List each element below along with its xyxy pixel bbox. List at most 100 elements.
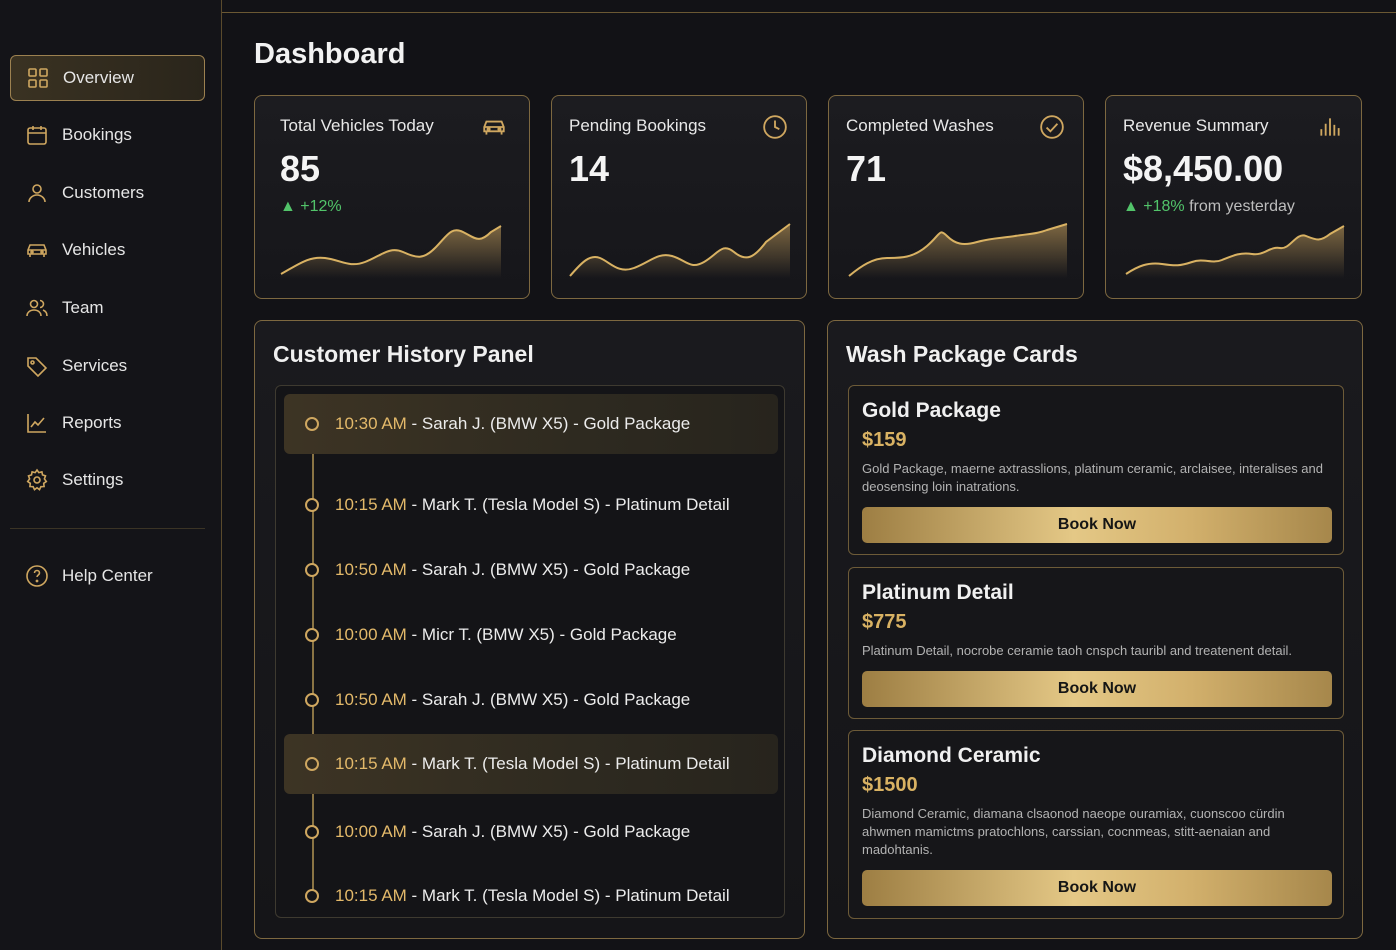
chart-line-icon [24,410,50,436]
stat-value: 71 [846,148,887,189]
stat-card-total-vehicles[interactable]: Total Vehicles Today 85 ▲ +12% [254,95,530,299]
sidebar: Overview Bookings Customers Vehicles Tea… [0,0,222,950]
package-description: Platinum Detail, nocrobe ceramie taoh cn… [862,643,1292,658]
package-price: $1500 [862,774,918,796]
panel-title: Wash Package Cards [846,341,1078,367]
sparkline-chart [1125,225,1345,278]
tag-icon [24,353,50,379]
history-text: - Sarah J. (BMW X5) - Gold Package [406,822,691,841]
stat-card-pending-bookings[interactable]: Pending Bookings 14 [551,95,807,299]
history-time: 10:15 AM [335,754,407,773]
car-icon [24,237,50,263]
sidebar-item-team[interactable]: Team [10,285,205,331]
bar-chart-icon [1317,114,1343,140]
package-name: Platinum Detail [862,581,1014,604]
history-text: - Micr T. (BMW X5) - Gold Package [406,625,677,644]
stat-change: ▲ +12% [280,198,342,215]
grid-icon [25,65,51,91]
history-time: 10:50 AM [335,560,407,579]
history-item[interactable]: 10:15 AM - Mark T. (Tesla Model S) - Pla… [284,866,778,926]
sparkline-chart [569,223,791,278]
stat-change-value: +12% [300,198,342,215]
stat-label: Revenue Summary [1123,116,1269,135]
package-price: $159 [862,429,907,451]
package-description: Diamond Ceramic, diamana clsaonod naeope… [862,806,1285,857]
sidebar-item-services[interactable]: Services [10,343,205,389]
timeline-line [312,424,314,894]
stat-value: $8,450.00 [1123,148,1284,189]
wash-package-panel: Wash Package Cards Gold Package $159 Gol… [827,320,1363,939]
history-item[interactable]: 10:50 AM - Sarah J. (BMW X5) - Gold Pack… [284,540,778,600]
history-text: - Sarah J. (BMW X5) - Gold Package [406,414,691,433]
sidebar-item-customers[interactable]: Customers [10,170,205,216]
book-now-button[interactable]: Book Now [862,870,1332,906]
sidebar-item-help-center[interactable]: Help Center [10,553,205,599]
sidebar-item-label: Reports [62,413,122,432]
timeline-dot [305,693,319,707]
stat-change: ▲ +18% from yesterday [1123,198,1295,215]
timeline-dot [305,825,319,839]
sidebar-item-reports[interactable]: Reports [10,400,205,446]
package-description: Gold Package, maerne axtrasslions, plati… [862,461,1323,494]
history-time: 10:30 AM [335,414,407,433]
stat-card-revenue-summary[interactable]: Revenue Summary $8,450.00 ▲ +18% from ye… [1105,95,1362,299]
package-card-diamond: Diamond Ceramic $1500 Diamond Ceramic, d… [848,730,1344,919]
package-price: $775 [862,611,907,633]
history-item[interactable]: 10:15 AM - Mark T. (Tesla Model S) - Pla… [284,475,778,535]
stat-label: Pending Bookings [569,116,707,135]
book-now-button[interactable]: Book Now [862,507,1332,543]
sidebar-item-label: Team [62,298,104,317]
timeline-dot [305,417,319,431]
history-text: - Mark T. (Tesla Model S) - Platinum Det… [406,495,730,514]
sidebar-item-vehicles[interactable]: Vehicles [10,227,205,273]
timeline-dot [305,757,319,771]
sidebar-item-label: Customers [62,183,145,202]
timeline-dot [305,628,319,642]
sidebar-item-bookings[interactable]: Bookings [10,112,205,158]
history-item[interactable]: 10:00 AM - Micr T. (BMW X5) - Gold Packa… [284,605,778,665]
gear-icon [24,467,50,493]
sidebar-item-label: Help Center [62,566,153,585]
timeline-dot [305,889,319,903]
sidebar-item-overview[interactable]: Overview [10,55,205,101]
package-card-platinum: Platinum Detail $775 Platinum Detail, no… [848,567,1344,719]
sidebar-item-label: Services [62,356,128,375]
history-text: - Mark T. (Tesla Model S) - Platinum Det… [406,754,730,773]
clock-icon [762,114,788,140]
sidebar-item-settings[interactable]: Settings [10,457,205,503]
sidebar-item-label: Overview [63,68,134,87]
sparkline-chart [848,223,1068,278]
history-list: 10:30 AM - Sarah J. (BMW X5) - Gold Pack… [275,385,785,918]
history-item[interactable]: 10:15 AM - Mark T. (Tesla Model S) - Pla… [284,734,778,794]
history-item[interactable]: 10:30 AM - Sarah J. (BMW X5) - Gold Pack… [284,394,778,454]
stat-card-completed-washes[interactable]: Completed Washes 71 [828,95,1084,299]
page-title: Dashboard [254,38,406,70]
check-circle-icon [1039,114,1065,140]
package-name: Gold Package [862,399,1001,422]
package-card-gold: Gold Package $159 Gold Package, maerne a… [848,385,1344,555]
header-divider [222,12,1396,13]
users-icon [24,295,50,321]
stat-change-value: +18% [1143,198,1185,215]
user-icon [24,180,50,206]
timeline-dot [305,498,319,512]
calendar-icon [24,122,50,148]
book-now-button[interactable]: Book Now [862,671,1332,707]
stat-value: 14 [569,148,610,189]
history-time: 10:15 AM [335,886,407,905]
history-text: - Sarah J. (BMW X5) - Gold Package [406,690,691,709]
timeline-dot [305,563,319,577]
history-item[interactable]: 10:00 AM - Sarah J. (BMW X5) - Gold Pack… [284,802,778,862]
stat-label: Completed Washes [846,116,994,135]
history-time: 10:00 AM [335,822,407,841]
stat-value: 85 [280,148,321,189]
history-item[interactable]: 10:50 AM - Sarah J. (BMW X5) - Gold Pack… [284,670,778,730]
stat-change-note: from yesterday [1189,198,1295,215]
stat-label: Total Vehicles Today [280,116,434,135]
history-text: - Mark T. (Tesla Model S) - Platinum Det… [406,886,730,905]
history-time: 10:15 AM [335,495,407,514]
sidebar-item-label: Vehicles [62,240,126,259]
sidebar-item-label: Settings [62,470,124,489]
sidebar-divider [10,528,205,529]
history-time: 10:50 AM [335,690,407,709]
